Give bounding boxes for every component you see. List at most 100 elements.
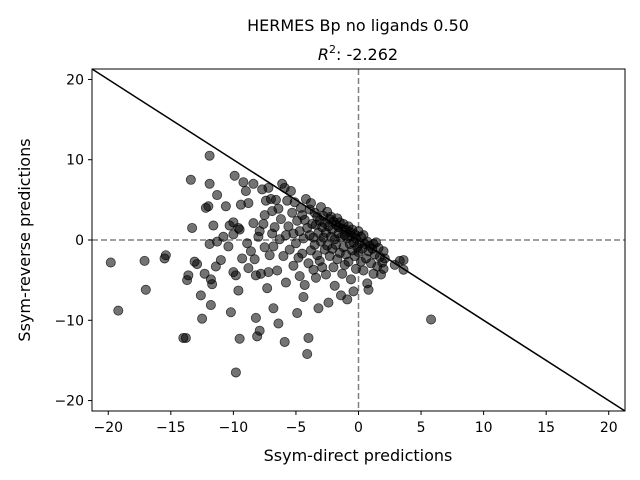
scatter-point (328, 262, 339, 273)
scatter-point (263, 267, 274, 278)
scatter-point (303, 332, 314, 343)
scatter-point (233, 285, 244, 296)
scatter-point (185, 174, 196, 185)
x-tick-label: 15 (537, 420, 555, 436)
scatter-point (230, 367, 241, 378)
scatter-point (348, 286, 359, 297)
scatter-point (237, 253, 248, 264)
scatter-point (342, 294, 353, 305)
scatter-point (398, 255, 409, 266)
scatter-point (378, 263, 389, 274)
scatter-point (270, 194, 281, 205)
scatter-point (345, 274, 356, 285)
scatter-point (187, 222, 198, 233)
scatter-point (320, 269, 331, 280)
scatter-point (258, 218, 269, 229)
scatter-point (248, 178, 259, 189)
scatter-point (203, 201, 214, 212)
scatter-point (199, 268, 210, 279)
scatter-point (283, 221, 294, 232)
scatter-point (245, 246, 256, 257)
scatter-point (398, 264, 409, 275)
scatter-point (358, 265, 369, 276)
scatter-point (294, 271, 305, 282)
scatter-point (183, 270, 194, 281)
scatter-point (204, 178, 215, 189)
scatter-point (299, 279, 310, 290)
scatter-point (234, 224, 245, 235)
y-tick-label: 10 (66, 153, 84, 169)
scatter-point (113, 305, 124, 316)
data-points (105, 150, 437, 378)
scatter-point (238, 177, 249, 188)
x-tick-label: 5 (417, 420, 426, 436)
scatter-point (269, 222, 280, 233)
scatter-point (208, 220, 219, 231)
scatter-point (220, 201, 231, 212)
scatter-point (250, 312, 261, 323)
scatter-point (280, 277, 291, 288)
x-tick-label: 10 (475, 420, 493, 436)
x-tick-label: 0 (354, 420, 363, 436)
scatter-point (205, 300, 216, 311)
y-tick-label: 0 (75, 233, 84, 249)
scatter-point (379, 253, 390, 264)
scatter-point (234, 333, 245, 344)
scatter-point (218, 231, 229, 242)
scatter-point (285, 186, 296, 197)
scatter-point (310, 272, 321, 283)
y-axis: −20 −10 0 10 20 (54, 72, 92, 410)
scatter-point (313, 303, 324, 314)
y-tick-label: −10 (54, 313, 84, 329)
scatter-point (305, 198, 316, 209)
scatter-point (275, 214, 286, 225)
scatter-point (139, 255, 150, 266)
scatter-point (278, 251, 289, 262)
scatter-point (240, 186, 251, 197)
scatter-point (279, 336, 290, 347)
scatter-point (207, 279, 218, 290)
scatter-point (273, 318, 284, 329)
scatter-point (212, 190, 223, 201)
scatter-point (249, 254, 260, 265)
scatter-point (259, 242, 270, 253)
scatter-point (287, 207, 298, 218)
y-axis-label: Ssym-reverse predictions (15, 138, 34, 341)
subtitle-value: : -2.262 (336, 45, 398, 64)
scatter-point (105, 257, 116, 268)
x-axis: −20 −15 −10 −5 0 5 10 15 20 (93, 411, 618, 436)
scatter-point (215, 255, 226, 266)
subtitle-exponent: 2 (329, 43, 336, 56)
scatter-point (223, 241, 234, 252)
subtitle-symbol: R (318, 45, 329, 64)
scatter-point (343, 256, 354, 267)
scatter-point (230, 270, 241, 281)
scatter-point (289, 197, 300, 208)
scatter-point (192, 259, 203, 270)
scatter-point (243, 263, 254, 274)
scatter-point (297, 248, 308, 259)
scatter-point (284, 244, 295, 255)
x-tick-label: −10 (219, 420, 249, 436)
scatter-point (140, 284, 151, 295)
scatter-point (254, 325, 265, 336)
x-tick-label: −20 (93, 420, 123, 436)
x-tick-label: −15 (156, 420, 186, 436)
x-axis-label: Ssym-direct predictions (264, 446, 453, 465)
scatter-point (426, 314, 437, 325)
scatter-point (302, 348, 313, 359)
x-tick-label: 20 (600, 420, 618, 436)
y-tick-label: −20 (54, 394, 84, 410)
scatter-point (204, 150, 215, 161)
scatter-point (363, 284, 374, 295)
scatter-point (225, 307, 236, 318)
scatter-point (264, 250, 275, 261)
scatter-point (292, 308, 303, 319)
scatter-point (272, 265, 283, 276)
scatter-point (268, 303, 279, 314)
scatter-point (197, 313, 208, 324)
scatter-point (160, 250, 171, 261)
chart-title: HERMES Bp no ligands 0.50 (247, 16, 469, 35)
scatter-point (248, 218, 259, 229)
